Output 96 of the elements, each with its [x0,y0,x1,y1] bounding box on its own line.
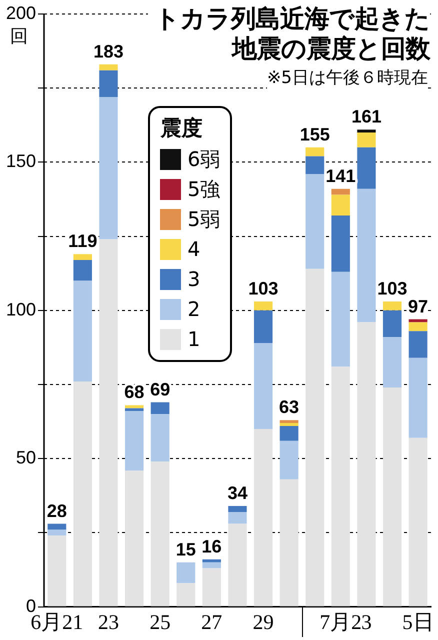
bar [280,426,298,441]
y-tick-label: 100 [6,299,36,320]
bar [280,420,298,424]
total-label: 15 [176,539,196,560]
bar [48,536,66,606]
total-label: 68 [124,382,144,402]
bar [73,280,92,382]
bar [125,411,144,470]
bar [228,524,247,606]
bar [125,470,144,606]
bar [408,322,428,332]
bar [408,331,428,358]
total-label: 119 [68,231,98,252]
bar [306,156,324,174]
bar [280,423,298,426]
y-tick-label: 150 [6,151,36,172]
bar [331,194,350,216]
x-tick-label: 25 [150,610,171,634]
bar [99,96,118,240]
legend-label: 3 [187,267,200,291]
bar [202,559,221,562]
legend-label: 5強 [187,176,220,202]
bar [228,506,247,512]
total-label: 16 [202,536,222,556]
total-label: 63 [279,397,300,418]
bar [99,70,118,97]
x-tick-label: 23 [98,610,119,634]
bar [73,260,92,281]
total-label: 69 [150,379,170,400]
x-tick-label: 7月2 [320,610,362,634]
bar [99,239,118,606]
bar [202,562,221,568]
bar [176,583,196,606]
total-label: 161 [351,106,382,127]
bar [150,402,170,414]
total-label: 97 [408,296,428,316]
bar [382,337,402,388]
bar [357,188,376,322]
text: ※5日は午後６時現在 [266,66,428,89]
bar [254,310,273,344]
bar [331,216,350,272]
bar [254,302,273,310]
total-label: 141 [326,166,356,186]
bar [125,405,144,408]
y-tick-label: 50 [16,448,36,468]
x-tick-label: 27 [201,610,222,634]
legend-label: 4 [187,237,200,261]
bar [408,358,428,438]
legend-label: 1 [187,327,200,351]
chart-title: トカラ列島近海で起きた地震の震度と回数 [148,2,430,64]
bar [408,438,428,606]
bar [357,322,376,606]
bar [408,319,428,322]
bar [306,174,324,269]
bar [99,64,118,70]
bar [280,479,298,606]
bar [202,568,221,606]
bar [306,147,324,156]
legend-label: 6弱 [187,146,220,172]
bar [357,147,376,189]
x-tick-label: 5日 [402,610,434,634]
total-label: 155 [300,124,330,144]
bar [254,343,273,429]
legend-label: 2 [187,297,200,321]
bar [228,512,247,524]
bar [125,408,144,412]
bar [382,310,402,338]
total-label: 103 [248,278,278,298]
total-label: 34 [227,482,248,503]
bar [73,382,92,606]
total-label: 183 [93,41,124,62]
bar [382,302,402,310]
bar [331,272,350,367]
bar [306,268,324,606]
bar [48,530,66,536]
bar [73,254,92,260]
y-tick-label: 200 [6,2,36,23]
total-label: 28 [46,500,67,521]
bar [176,562,196,584]
x-tick-label: 3 [361,610,372,634]
x-tick-label: 29 [252,610,274,634]
bar [150,414,170,462]
y-axis-title: 回 [10,25,28,48]
bar [331,188,350,195]
bar [331,366,350,606]
bar [382,387,402,606]
legend-title: 震度 [160,115,204,142]
total-label: 103 [377,278,408,298]
bar [280,440,298,480]
bar [48,524,66,530]
legend-label: 5弱 [187,206,220,232]
bar [357,132,376,148]
bar [357,130,376,133]
bar [150,462,170,606]
bar [254,428,273,606]
y-tick-label: 0 [26,596,36,616]
